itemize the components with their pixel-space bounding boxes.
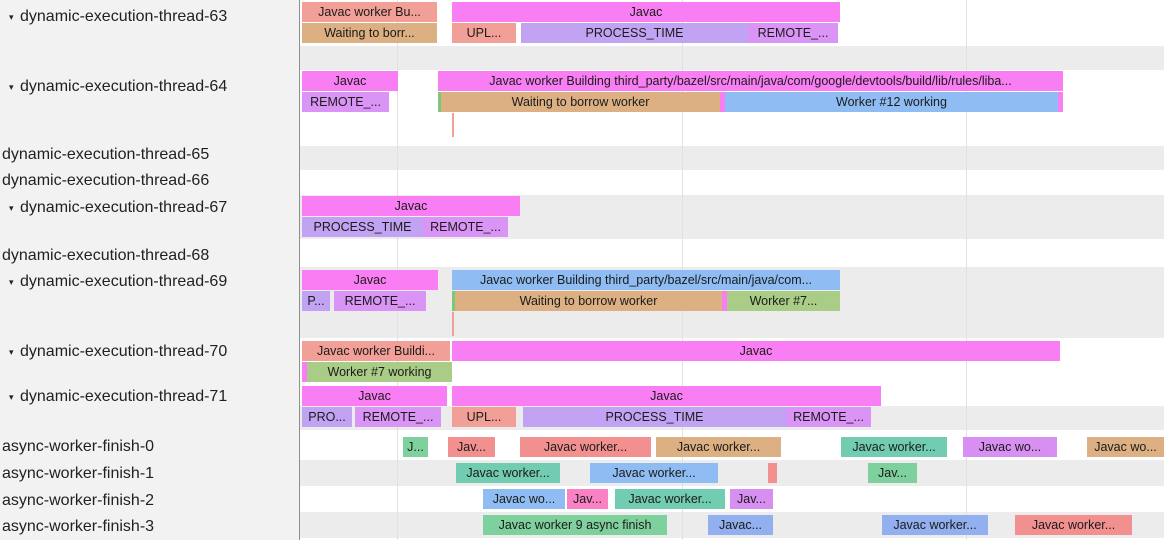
trace-slice[interactable]: Javac worker Bu... — [302, 2, 437, 22]
trace-slice[interactable]: Javac worker 9 async finish — [483, 515, 667, 535]
collapse-triangle-icon[interactable]: ▾ — [9, 276, 14, 287]
time-gridline — [966, 0, 967, 540]
trace-slice[interactable] — [722, 291, 727, 311]
row-background-band — [300, 146, 1164, 170]
trace-slice[interactable]: REMOTE_... — [302, 92, 389, 112]
track-label-row[interactable]: async-worker-finish-2 — [0, 492, 154, 510]
trace-slice[interactable]: Javac worker Building third_party/bazel/… — [452, 270, 840, 290]
trace-slice[interactable]: UPL... — [452, 407, 516, 427]
collapse-triangle-icon[interactable]: ▾ — [9, 81, 14, 92]
track-label: dynamic-execution-thread-71 — [20, 388, 228, 405]
track-label: async-worker-finish-3 — [2, 518, 155, 535]
trace-slice[interactable]: Jav... — [730, 489, 773, 509]
trace-slice[interactable]: Javac worker... — [615, 489, 725, 509]
instant-event-tick[interactable] — [452, 113, 454, 137]
collapse-triangle-icon[interactable]: ▾ — [9, 391, 14, 402]
track-label-row[interactable]: ▾ dynamic-execution-thread-64 — [0, 78, 227, 96]
track-label: dynamic-execution-thread-68 — [2, 247, 210, 264]
trace-slice[interactable]: Javac worker... — [520, 437, 651, 457]
trace-slice[interactable]: Waiting to borrow worker — [441, 92, 720, 112]
trace-slice[interactable]: Worker #12 working — [725, 92, 1058, 112]
track-label: dynamic-execution-thread-63 — [20, 8, 228, 25]
trace-slice[interactable]: Javac worker... — [456, 463, 560, 483]
trace-slice[interactable]: UPL... — [452, 23, 516, 43]
trace-slice[interactable]: Javac — [452, 2, 840, 22]
trace-slice[interactable]: Jav... — [448, 437, 495, 457]
track-label-row[interactable]: dynamic-execution-thread-65 — [0, 146, 209, 164]
trace-slice[interactable] — [452, 291, 455, 311]
track-label-row[interactable]: async-worker-finish-0 — [0, 438, 154, 456]
track-label-row[interactable]: ▾ dynamic-execution-thread-70 — [0, 343, 227, 361]
trace-slice[interactable] — [302, 362, 307, 382]
trace-slice[interactable]: Javac — [302, 71, 398, 91]
trace-slice[interactable]: REMOTE_... — [334, 291, 426, 311]
track-label: dynamic-execution-thread-66 — [2, 172, 210, 189]
trace-slice[interactable]: Javac wo... — [963, 437, 1057, 457]
trace-slice[interactable]: Javac worker... — [841, 437, 947, 457]
trace-slice[interactable]: REMOTE_... — [423, 217, 508, 237]
trace-slice[interactable]: Javac — [452, 386, 881, 406]
track-label: async-worker-finish-0 — [2, 438, 155, 455]
trace-slice[interactable]: Javac worker... — [1015, 515, 1132, 535]
trace-slice[interactable] — [768, 463, 777, 483]
track-label-row[interactable]: ▾ dynamic-execution-thread-71 — [0, 388, 227, 406]
trace-slice[interactable]: Jav... — [868, 463, 917, 483]
trace-slice[interactable]: Javac wo... — [483, 489, 565, 509]
trace-slice[interactable]: Javac... — [708, 515, 773, 535]
trace-slice[interactable]: Javac worker... — [656, 437, 781, 457]
track-label: dynamic-execution-thread-64 — [20, 78, 228, 95]
trace-slice[interactable]: Javac worker... — [590, 463, 718, 483]
track-label-row[interactable]: dynamic-execution-thread-68 — [0, 247, 209, 265]
track-label-row[interactable]: dynamic-execution-thread-66 — [0, 172, 209, 190]
trace-slice[interactable]: REMOTE_... — [786, 407, 871, 427]
track-label: async-worker-finish-2 — [2, 492, 155, 509]
trace-slice[interactable]: Javac — [302, 270, 438, 290]
track-label: dynamic-execution-thread-65 — [2, 146, 210, 163]
track-label-row[interactable]: async-worker-finish-3 — [0, 518, 154, 536]
collapse-triangle-icon[interactable]: ▾ — [9, 346, 14, 357]
track-label-sidebar: ▾ dynamic-execution-thread-63 ▾ dynamic-exe… — [0, 0, 300, 540]
trace-slice[interactable]: Javac — [302, 196, 520, 216]
track-label-row[interactable]: ▾ dynamic-execution-thread-69 — [0, 273, 227, 291]
trace-slice[interactable]: Waiting to borrow worker — [455, 291, 722, 311]
trace-slice[interactable]: J... — [403, 437, 428, 457]
trace-slice[interactable]: Javac wo... — [1087, 437, 1164, 457]
trace-slice[interactable]: PROCESS_TIME — [302, 217, 423, 237]
trace-slice[interactable] — [720, 92, 725, 112]
trace-slice[interactable]: Javac worker... — [882, 515, 988, 535]
trace-slice[interactable]: Worker #7... — [727, 291, 840, 311]
trace-slice[interactable]: Javac — [452, 341, 1060, 361]
collapse-triangle-icon[interactable]: ▾ — [9, 202, 14, 213]
trace-slice[interactable]: Waiting to borr... — [302, 23, 437, 43]
row-background-band — [300, 46, 1164, 70]
trace-slice[interactable]: Javac worker Building third_party/bazel/… — [438, 71, 1063, 91]
track-label-row[interactable]: async-worker-finish-1 — [0, 465, 154, 483]
trace-slice[interactable]: PROCESS_TIME — [521, 23, 748, 43]
row-background-band — [300, 460, 1164, 486]
trace-slice[interactable]: Javac worker Buildi... — [302, 341, 450, 361]
track-label-row[interactable]: ▾ dynamic-execution-thread-67 — [0, 199, 227, 217]
trace-slice[interactable] — [1058, 92, 1063, 112]
collapse-triangle-icon[interactable]: ▾ — [9, 11, 14, 22]
trace-slice[interactable]: Jav... — [567, 489, 608, 509]
track-label: dynamic-execution-thread-69 — [20, 273, 228, 290]
trace-slice[interactable]: REMOTE_... — [355, 407, 441, 427]
trace-slice[interactable]: P... — [302, 291, 330, 311]
trace-slice[interactable]: PROCESS_TIME — [523, 407, 786, 427]
trace-slice[interactable]: Javac — [302, 386, 447, 406]
trace-slice[interactable]: REMOTE_... — [748, 23, 838, 43]
track-label: dynamic-execution-thread-70 — [20, 343, 228, 360]
instant-event-tick[interactable] — [452, 312, 454, 336]
timeline-canvas[interactable]: Javac worker Bu... Javac Waiting to borr..… — [300, 0, 1164, 540]
trace-slice[interactable]: Worker #7 working — [307, 362, 452, 382]
track-label-row[interactable]: ▾ dynamic-execution-thread-63 — [0, 8, 227, 26]
track-label: dynamic-execution-thread-67 — [20, 199, 228, 216]
trace-slice[interactable]: PRO... — [302, 407, 352, 427]
trace-slice[interactable] — [438, 92, 441, 112]
track-label: async-worker-finish-1 — [2, 465, 155, 482]
